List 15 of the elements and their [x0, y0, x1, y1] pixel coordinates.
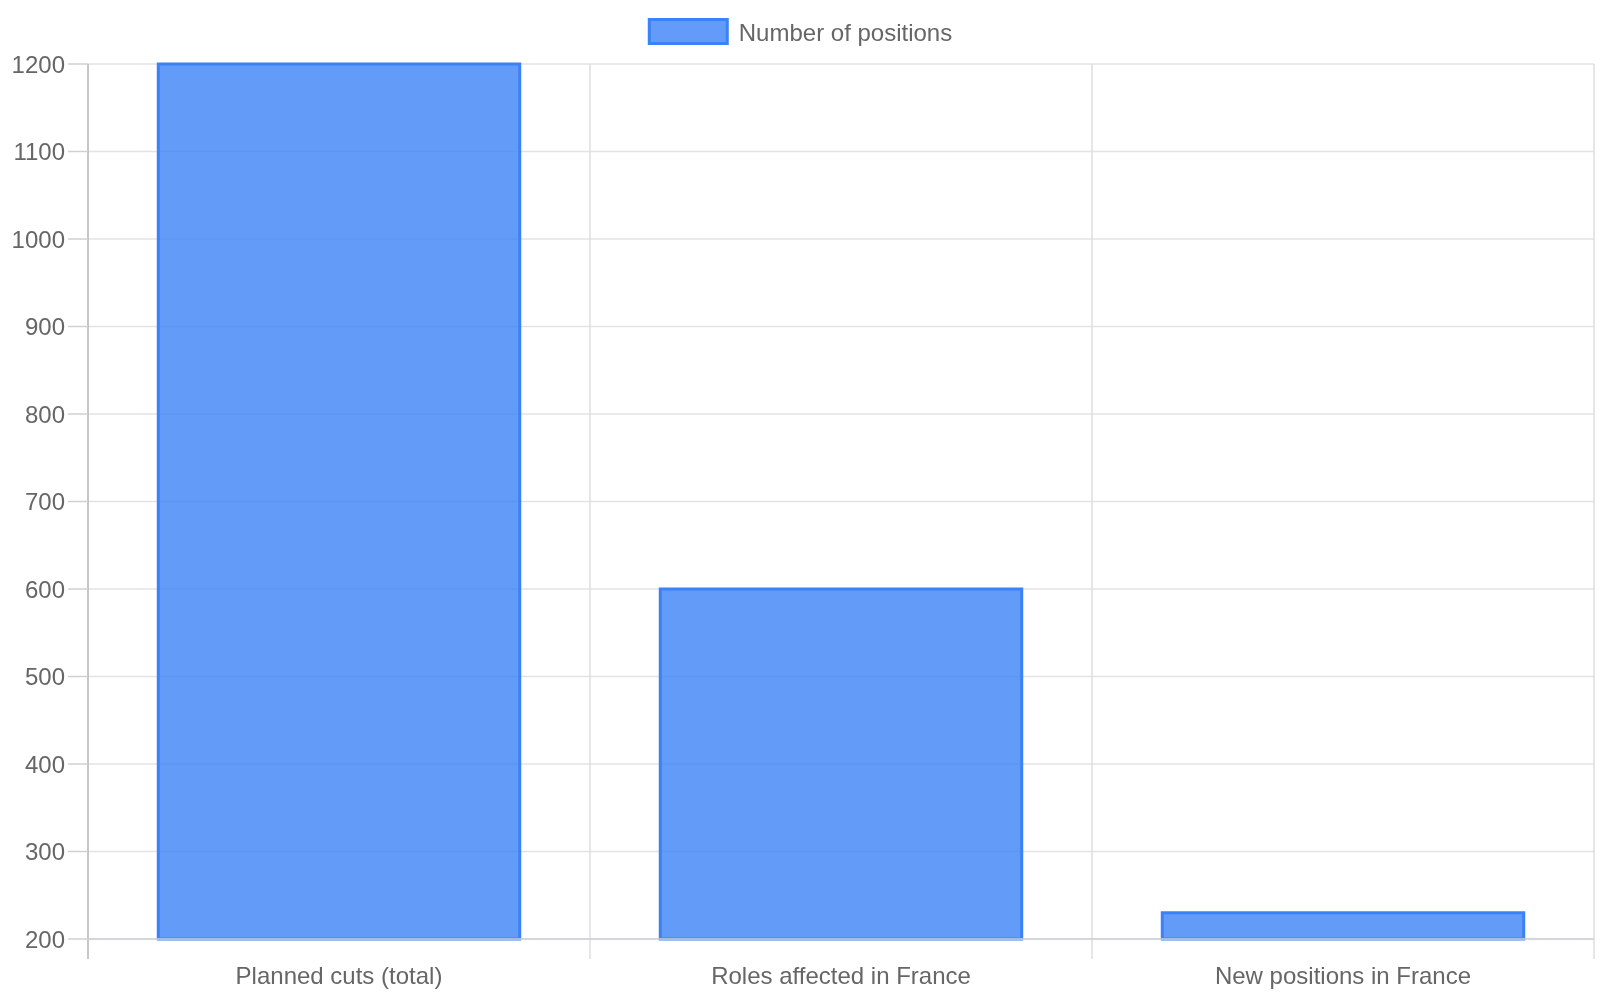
y-tick-label: 700: [24, 488, 65, 515]
x-tick-label: New positions in France: [1214, 961, 1472, 989]
y-tick-label: 1000: [11, 225, 65, 253]
x-tick-label: Planned cuts (total): [235, 961, 443, 989]
y-tick-label: 1200: [11, 50, 65, 78]
y-tick-label: 1100: [13, 138, 65, 165]
x-tick-label: Roles affected in France: [711, 961, 971, 989]
y-tick-label: 600: [24, 575, 65, 603]
y-tick-label: 200: [24, 925, 65, 953]
y-tick-label: 800: [24, 400, 65, 428]
y-tick-label: 400: [24, 750, 65, 778]
y-tick-label: 300: [24, 838, 65, 865]
y-tick-label: 500: [24, 663, 65, 690]
legend-label: Number of positions: [738, 18, 953, 46]
y-tick-label: 900: [24, 313, 65, 340]
